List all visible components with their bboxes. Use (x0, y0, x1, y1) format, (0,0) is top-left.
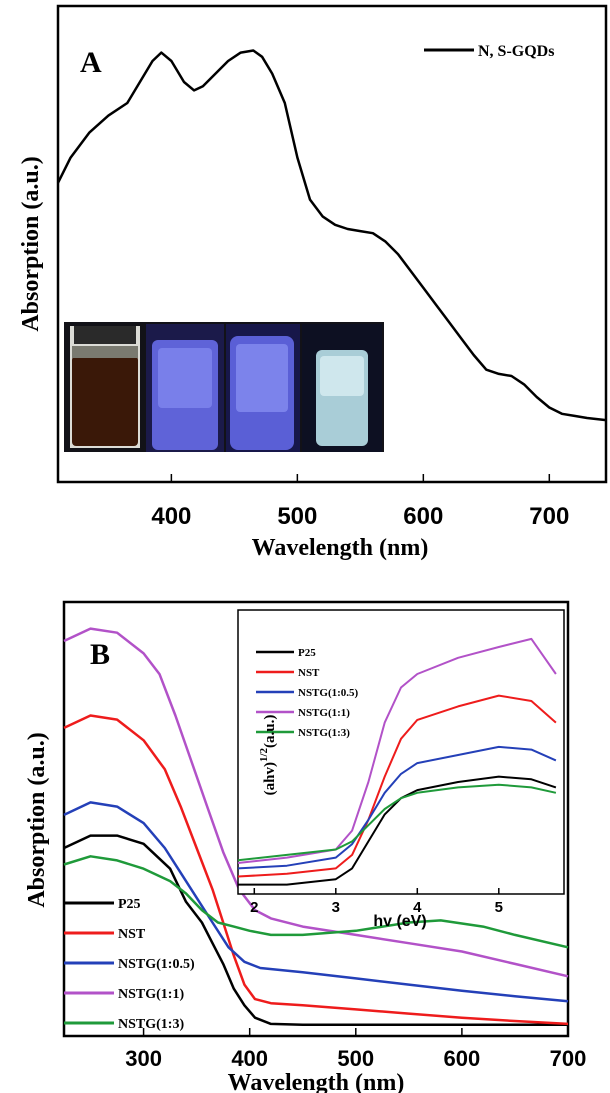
panel-b-tick-label-300: 300 (125, 1046, 162, 1071)
inset-legend-label-nstg-1-0-5: NSTG(1:0.5) (298, 687, 359, 699)
inset-frame (237, 609, 565, 895)
inset-tick-label-2: 2 (250, 899, 258, 916)
panel-a-y-label: Absorption (a.u.) (18, 156, 44, 331)
inset-legend-label-nst: NST (298, 667, 320, 679)
panel-b-series (63, 627, 569, 1027)
panel-b-legend-label-nst: NST (118, 927, 146, 942)
inset-tick-label-4: 4 (413, 899, 422, 916)
panel-b-frame (62, 600, 570, 1038)
panel-a-line-n-s-gqds (56, 49, 607, 422)
panel-a-tick-label-500: 500 (277, 503, 317, 530)
panel-b-legend-label-nstg-1-3: NSTG(1:3) (118, 1017, 184, 1032)
panel-b-tick-label-500: 500 (337, 1046, 374, 1071)
panel-b-inset: P25 NST NSTG(1:0.5) NSTG(1:1) NSTG(1:3) 2 3 4 5… (237, 609, 565, 930)
inset-legend: P25 NST NSTG(1:0.5) NSTG(1:1) NSTG(1:3) (256, 647, 359, 739)
panel-a-frame (56, 4, 608, 484)
inset-series (237, 637, 557, 886)
panel-b-legend: P25 NST NSTG(1:0.5) NSTG(1:1) NSTG(1:3) (64, 897, 195, 1032)
inset-legend-label-nstg-1-1: NSTG(1:1) (298, 707, 350, 719)
inset-x-ticks: 2 3 4 5 (250, 888, 503, 916)
inset-legend-label-nstg-1-3: NSTG(1:3) (298, 727, 350, 739)
inset-y-label: (ahv)1/2(a.u.) (258, 715, 278, 796)
inset-legend-label-p25: P25 (298, 647, 316, 659)
panel-b-line-nst (63, 714, 569, 1026)
panel-a-tick-label-600: 600 (403, 503, 443, 530)
panel-a-x-ticks: 400 500 600 700 (151, 474, 569, 530)
inset-line-nst (237, 694, 557, 878)
panel-a-legend-label: N, S-GQDs (478, 43, 554, 60)
panel-a-tick-label-700: 700 (529, 503, 569, 530)
vials-photo (64, 322, 384, 452)
inset-line-p25 (238, 775, 557, 886)
inset-tick-label-3: 3 (332, 899, 340, 916)
panel-b-legend-label-nstg-1-1: NSTG(1:1) (118, 987, 184, 1002)
panel-b-line-nstg-1-3 (63, 855, 569, 949)
panel-a-label: A (80, 46, 102, 79)
panel-b-tick-label-400: 400 (231, 1046, 268, 1071)
panel-b-x-label: Wavelength (nm) (228, 1070, 405, 1093)
inset-line-nstg-1-3 (237, 783, 557, 862)
inset-x-label: hv (eV) (373, 913, 426, 930)
panel-b-tick-label-700: 700 (550, 1046, 587, 1071)
panel-b-line-nstg-1-0-5 (63, 801, 569, 1003)
panel-a-series (56, 49, 607, 422)
panel-b-legend-label-nstg-1-0-5: NSTG(1:0.5) (118, 957, 195, 972)
inset-tick-label-5: 5 (495, 899, 503, 916)
panel-b-label: B (90, 638, 110, 671)
panel-b-line-nstg-1-1 (63, 627, 569, 978)
panel-b-line-p25 (63, 834, 568, 1027)
panel-b: B P25 NST NSTG(1:0.5) NSTG(1:1) NSTG(1:3) 30… (24, 600, 586, 1093)
panel-b-y-label: Absorption (a.u.) (24, 732, 50, 907)
panel-a: A N, S-GQDs 400 500 600 700 Wav (18, 4, 608, 561)
panel-b-x-ticks: 300 400 500 600 700 (125, 1028, 586, 1071)
panel-a-x-label: Wavelength (nm) (252, 535, 429, 561)
panel-b-tick-label-600: 600 (444, 1046, 481, 1071)
panel-b-legend-label-p25: P25 (118, 897, 141, 912)
inset-line-nstg-1-0-5 (237, 745, 557, 870)
panel-a-tick-label-400: 400 (151, 503, 191, 530)
